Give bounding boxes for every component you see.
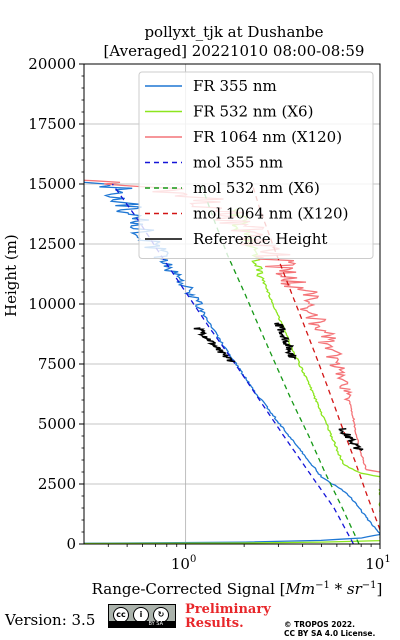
y-tick-label-4: 10000 [28, 295, 76, 313]
preliminary-notice: Preliminary Results. [185, 603, 271, 631]
chart-title-line1: pollyxt_tjk at Dushanbe [144, 23, 324, 41]
y-tick-label-5: 12500 [28, 235, 76, 253]
cc-icon: cc [113, 607, 129, 623]
x-axis-label: Range-Corrected Signal [Mm−1 * sr−1] [91, 580, 383, 598]
legend-label-mol-532-nm-x6: mol 532 nm (X6) [193, 179, 320, 197]
y-tick-label-6: 15000 [28, 175, 76, 193]
y-tick-label-3: 7500 [38, 355, 76, 373]
version-label: Version: 3.5 [5, 611, 96, 629]
legend-label-mol-1064-nm-x120: mol 1064 nm (X120) [193, 205, 348, 223]
chart-title-line2: [Averaged] 20221010 08:00-08:59 [103, 42, 365, 60]
y-tick-label-1: 2500 [38, 475, 76, 493]
cc-license-badge: cc i ↻ BY SA [108, 604, 176, 628]
cc-badge-strip: BY SA [109, 621, 175, 627]
legend-label-fr-532-nm-x6: FR 532 nm (X6) [193, 103, 313, 121]
preliminary-line1: Preliminary [185, 602, 271, 617]
series-fr-532-nm-x6 [84, 207, 380, 544]
copyright-line2: CC BY SA 4.0 License. [284, 629, 376, 638]
y-axis-label: Height (m) [2, 234, 20, 317]
legend-label-mol-355-nm: mol 355 nm [193, 154, 283, 172]
y-tick-label-0: 0 [66, 535, 76, 553]
x-tick-label-0: 100 [171, 554, 196, 573]
x-tick-exp-0: 0 [190, 554, 196, 565]
preliminary-line2: Results. [185, 616, 244, 631]
x-tick-label-1: 101 [365, 554, 390, 573]
series-reference-height-segment-0 [193, 327, 236, 363]
series-reference-height-segment-1 [274, 322, 297, 360]
x-tick-base-1: 10 [365, 555, 384, 573]
y-tick-label-7: 17500 [28, 115, 76, 133]
copyright-notice: © TROPOS 2022. CC BY SA 4.0 License. [284, 620, 375, 638]
x-tick-base-0: 10 [171, 555, 190, 573]
y-tick-label-8: 20000 [28, 55, 76, 73]
y-tick-label-2: 5000 [38, 415, 76, 433]
legend-label-fr-1064-nm-x120: FR 1064 nm (X120) [193, 128, 342, 146]
series-reference-height-segment-2 [338, 428, 364, 452]
copyright-line1: © TROPOS 2022. [284, 620, 355, 629]
legend-box [138, 71, 374, 259]
x-tick-exp-1: 1 [384, 554, 390, 565]
series-mol-532-nm-x6 [200, 183, 360, 544]
legend-label-reference-height: Reference Height [193, 230, 327, 248]
legend-label-fr-355-nm: FR 355 nm [193, 77, 277, 95]
